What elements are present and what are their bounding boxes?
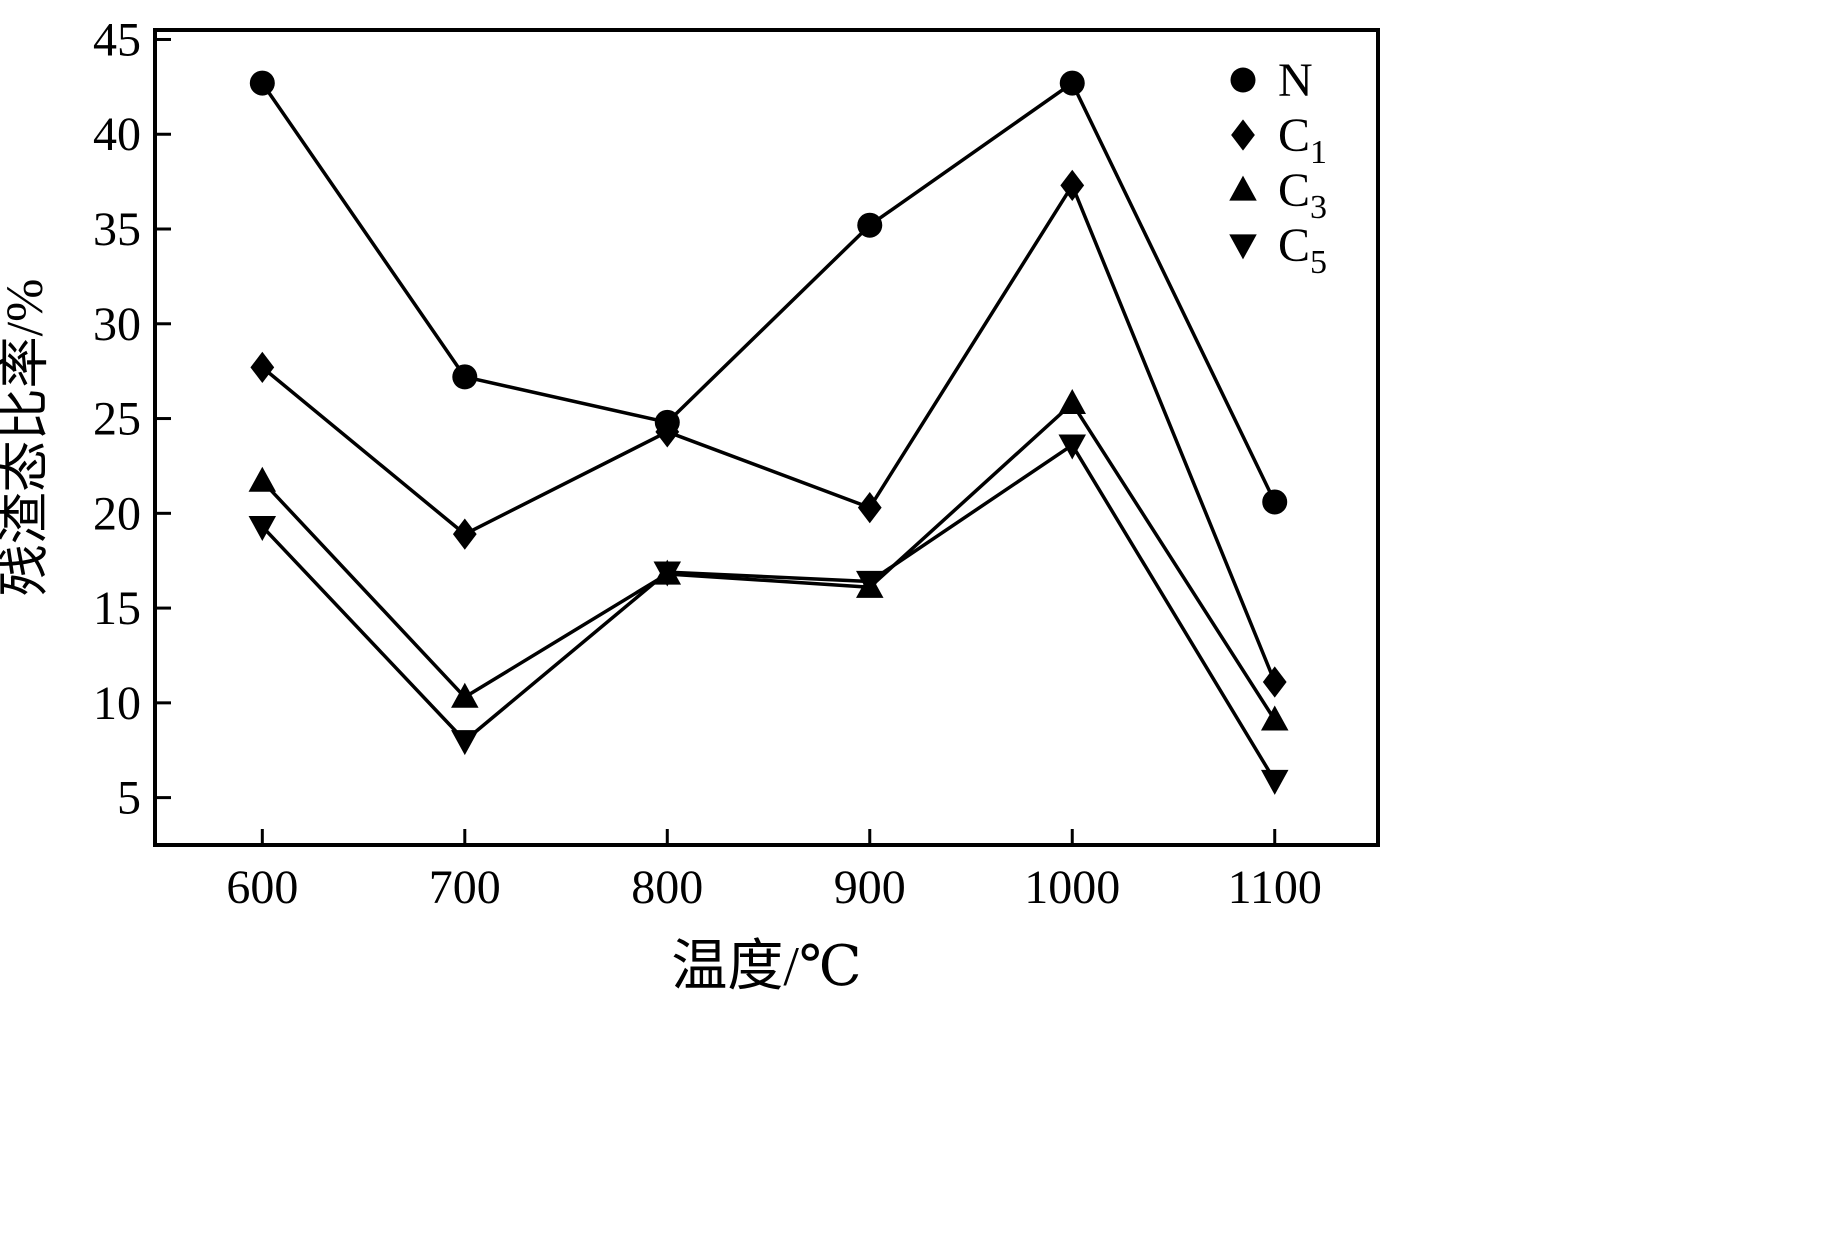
y-tick-label: 10 — [93, 677, 141, 730]
y-tick-label: 15 — [93, 582, 141, 635]
marker-N-900 — [857, 212, 883, 238]
marker-C5-900 — [856, 570, 884, 596]
x-tick-label: 700 — [429, 861, 501, 914]
marker-N-600 — [249, 70, 275, 96]
y-tick-label: 20 — [93, 487, 141, 540]
series-line-N — [260, 81, 1277, 504]
y-tick-label: 40 — [93, 108, 141, 161]
y-tick-label: 5 — [117, 772, 141, 825]
series-line-C5 — [260, 443, 1277, 783]
marker-C5-1000 — [1058, 434, 1086, 460]
legend-marker-C5 — [1229, 234, 1257, 260]
y-tick-label: 35 — [93, 203, 141, 256]
x-tick-label: 800 — [631, 861, 703, 914]
legend-label-C1: C1 — [1278, 109, 1327, 171]
marker-C5-600 — [248, 515, 277, 541]
x-tick-label: 1100 — [1228, 861, 1322, 914]
marker-C1-1100 — [1262, 666, 1287, 698]
x-tick-label: 900 — [834, 861, 906, 914]
marker-C5-800 — [653, 561, 682, 587]
marker-C5-700 — [451, 730, 479, 756]
y-axis-title: 残渣态比率/% — [0, 279, 54, 597]
x-axis-title: 温度/℃ — [671, 936, 861, 998]
marker-N-700 — [452, 364, 478, 390]
marker-C1-900 — [857, 492, 882, 524]
series-line-C1 — [260, 183, 1277, 684]
y-tick-label: 30 — [93, 298, 141, 351]
legend-marker-C3 — [1229, 175, 1257, 201]
marker-C3-1100 — [1260, 705, 1289, 731]
legend-marker-C1 — [1231, 119, 1255, 151]
legend-label-N: N — [1278, 54, 1313, 107]
marker-N-1100 — [1262, 489, 1288, 515]
x-tick-label: 1000 — [1024, 861, 1120, 914]
marker-C1-700 — [452, 518, 477, 550]
marker-C3-600 — [248, 466, 277, 492]
legend-marker-N — [1230, 67, 1256, 93]
marker-C3-1000 — [1058, 389, 1086, 415]
x-tick-label: 600 — [226, 861, 298, 914]
legend-label-C3: C3 — [1278, 164, 1327, 226]
marker-C3-700 — [451, 682, 479, 708]
marker-C5-1100 — [1260, 769, 1289, 795]
y-tick-label: 25 — [93, 393, 141, 446]
plot-frame — [153, 28, 1380, 847]
marker-C1-800 — [655, 416, 680, 448]
marker-N-1000 — [1059, 70, 1085, 96]
legend-label-C5: C5 — [1278, 219, 1327, 281]
y-tick-label: 45 — [93, 13, 141, 66]
marker-C1-1000 — [1060, 169, 1085, 202]
series-line-C3 — [260, 401, 1277, 722]
marker-C1-600 — [250, 351, 275, 383]
